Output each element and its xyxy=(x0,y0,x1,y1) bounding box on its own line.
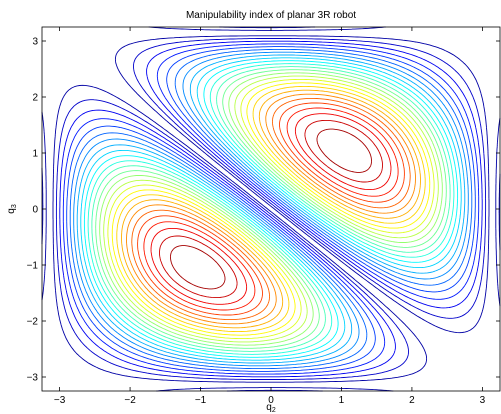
x-tick-label: 1 xyxy=(339,395,345,406)
y-tick-labels: −3 −2 −1 0 1 2 3 xyxy=(27,37,39,384)
contour-level-16 xyxy=(107,78,435,340)
x-tick-label: −1 xyxy=(195,395,207,406)
contour-level-11 xyxy=(87,63,455,355)
chart-title: Manipulability index of planar 3R robot xyxy=(186,10,356,21)
contour-level-25 xyxy=(159,119,383,299)
x-tick-label: 3 xyxy=(480,395,486,406)
y-tick-label: 3 xyxy=(32,37,38,48)
x-tick-label: 2 xyxy=(409,395,415,406)
contour-level-9 xyxy=(80,57,462,361)
x-tick-label: −3 xyxy=(54,395,66,406)
contour-level-17 xyxy=(111,82,431,336)
y-axis-label-subscript: 3 xyxy=(11,204,18,208)
contour-level-10 xyxy=(83,60,459,358)
contour-level-5 xyxy=(66,46,476,372)
y-tick-label: −1 xyxy=(27,261,39,272)
contour-level-26 xyxy=(170,128,372,290)
x-tick-label: 0 xyxy=(268,395,274,406)
contour-level-7 xyxy=(73,51,469,367)
contour-level-18 xyxy=(116,85,426,333)
x-axis-label: q2 xyxy=(266,402,276,414)
x-axis-label-subscript: 2 xyxy=(272,407,276,414)
x-tick-labels: −3 −2 −1 0 1 2 3 xyxy=(54,395,486,406)
contour-level-4 xyxy=(62,43,480,375)
contour-level-19 xyxy=(121,89,421,329)
contour-level-12 xyxy=(91,66,451,352)
contour-level-6 xyxy=(69,48,473,370)
contour-level-2 xyxy=(41,26,501,392)
contour-level-3 xyxy=(59,40,483,378)
contour-level-23 xyxy=(143,107,399,311)
y-tick-label: −2 xyxy=(27,317,39,328)
contour-level-24 xyxy=(150,113,392,305)
contour-level-22 xyxy=(137,102,405,316)
y-axis-label: q3 xyxy=(6,204,18,214)
plot-frame xyxy=(41,26,501,392)
y-tick-label: 1 xyxy=(32,149,38,160)
x-tick-label: −2 xyxy=(124,395,136,406)
contour-level-21 xyxy=(131,97,411,321)
x-axis-label-main: q xyxy=(266,402,272,413)
contour-level-8 xyxy=(76,54,466,364)
tick-marks xyxy=(42,27,500,391)
contour-level-1 xyxy=(41,26,501,392)
y-tick-label: 0 xyxy=(32,205,38,216)
y-axis-label-main: q xyxy=(6,208,17,214)
y-tick-label: 2 xyxy=(32,93,38,104)
contour-level-20 xyxy=(126,93,416,325)
contour-lines xyxy=(41,26,501,392)
y-tick-label: −3 xyxy=(27,373,39,384)
contour-level-15 xyxy=(103,75,439,343)
contour-level-14 xyxy=(99,72,443,346)
contour-level-13 xyxy=(95,69,447,349)
